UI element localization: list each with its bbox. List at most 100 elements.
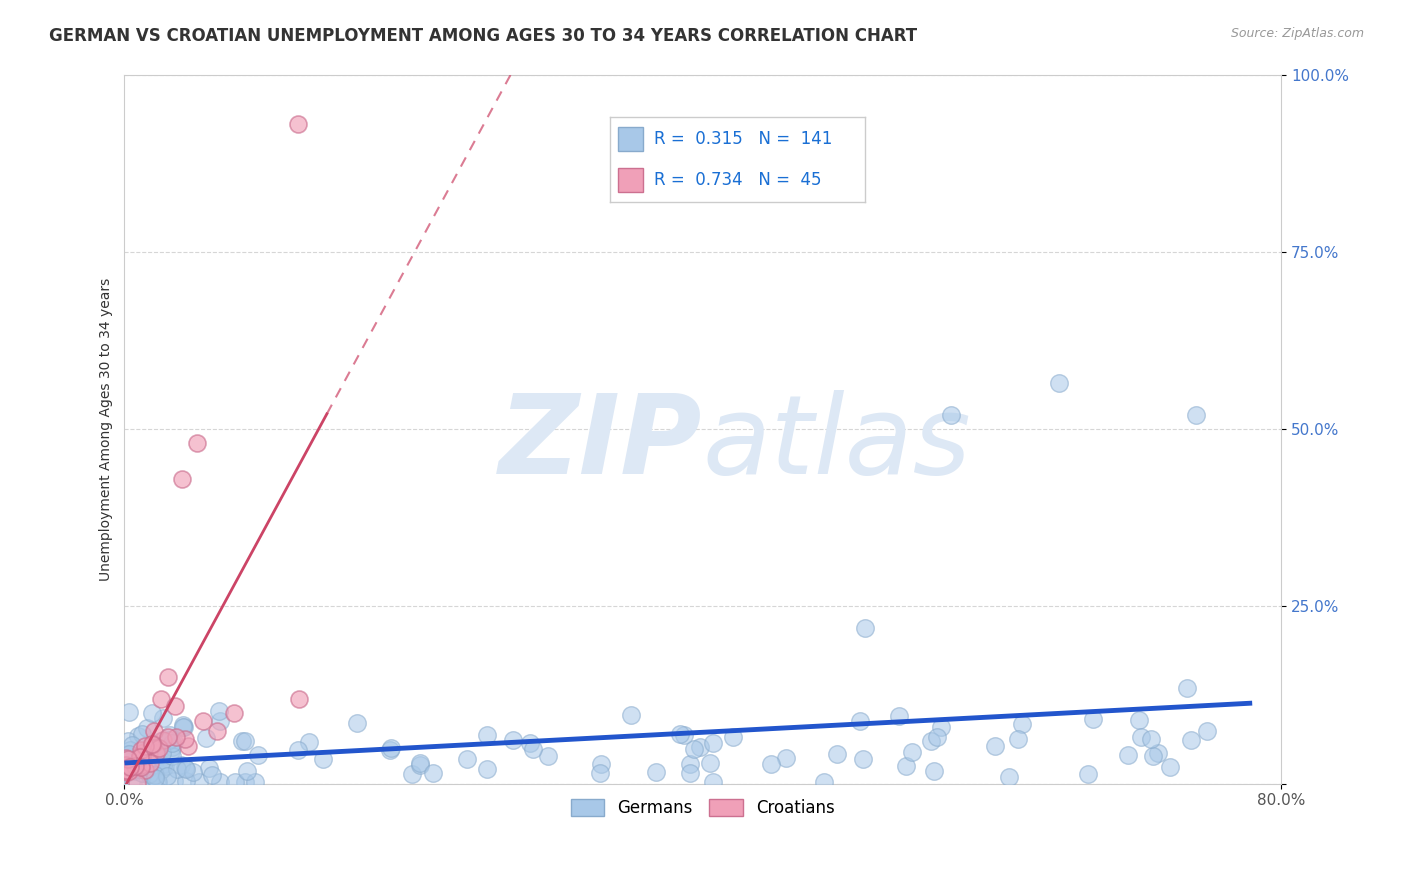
- Point: [117, 752, 139, 766]
- Point: [165, 698, 187, 713]
- Point: [134, 745, 156, 759]
- Point: [887, 709, 910, 723]
- Point: [138, 775, 160, 789]
- Point: [115, 765, 138, 780]
- Point: [118, 747, 141, 761]
- Point: [150, 746, 173, 760]
- Point: [141, 737, 163, 751]
- Point: [477, 728, 499, 742]
- Point: [519, 736, 541, 750]
- Point: [115, 766, 138, 780]
- Point: [1047, 376, 1070, 390]
- Point: [287, 743, 309, 757]
- Point: [187, 775, 209, 789]
- Point: [155, 769, 177, 783]
- Point: [131, 726, 153, 740]
- Point: [127, 775, 149, 789]
- Point: [141, 770, 163, 784]
- Point: [173, 720, 195, 734]
- Point: [128, 749, 150, 764]
- Point: [174, 731, 197, 746]
- Point: [121, 760, 143, 774]
- Point: [115, 759, 138, 773]
- Point: [138, 747, 160, 762]
- Point: [118, 764, 141, 778]
- Point: [121, 738, 143, 752]
- Point: [129, 760, 152, 774]
- Point: [127, 755, 149, 769]
- Point: [224, 775, 246, 789]
- Point: [759, 757, 782, 772]
- Point: [589, 765, 612, 780]
- Point: [174, 773, 197, 788]
- Point: [170, 757, 193, 772]
- Point: [152, 757, 174, 772]
- Point: [165, 730, 187, 744]
- Point: [139, 756, 162, 770]
- Point: [143, 723, 166, 738]
- Point: [143, 761, 166, 775]
- Point: [143, 771, 166, 785]
- Point: [1185, 408, 1208, 422]
- Point: [134, 739, 156, 754]
- Point: [134, 764, 156, 778]
- Point: [775, 750, 797, 764]
- Point: [143, 767, 166, 781]
- Point: [1146, 746, 1168, 760]
- Point: [193, 714, 215, 728]
- Point: [1142, 749, 1164, 764]
- Point: [208, 714, 231, 728]
- Point: [236, 764, 259, 778]
- Point: [848, 714, 870, 728]
- Point: [128, 750, 150, 764]
- Point: [157, 733, 180, 747]
- Point: [925, 730, 948, 744]
- Point: [160, 744, 183, 758]
- Point: [1116, 747, 1139, 762]
- Point: [1077, 767, 1099, 781]
- Point: [522, 742, 544, 756]
- Point: [1140, 731, 1163, 746]
- Point: [120, 759, 142, 773]
- Point: [166, 762, 188, 776]
- Point: [1007, 731, 1029, 746]
- Point: [142, 737, 165, 751]
- Point: [172, 472, 194, 486]
- Point: [998, 770, 1021, 784]
- Point: [931, 719, 953, 733]
- Point: [156, 670, 179, 684]
- Point: [152, 757, 174, 772]
- Point: [287, 691, 309, 706]
- Point: [941, 408, 963, 422]
- Point: [247, 748, 270, 763]
- Point: [146, 775, 169, 789]
- Point: [160, 748, 183, 763]
- Point: [233, 734, 256, 748]
- Point: [209, 775, 232, 789]
- Point: [186, 436, 208, 450]
- Point: [172, 720, 194, 734]
- Y-axis label: Unemployment Among Ages 30 to 34 years: Unemployment Among Ages 30 to 34 years: [100, 277, 114, 581]
- Point: [146, 740, 169, 755]
- Point: [537, 749, 560, 764]
- Point: [145, 746, 167, 760]
- Point: [1130, 730, 1153, 744]
- Point: [152, 711, 174, 725]
- Point: [163, 735, 186, 749]
- Point: [150, 763, 173, 777]
- Point: [163, 773, 186, 788]
- Point: [117, 705, 139, 719]
- Point: [131, 765, 153, 780]
- Point: [177, 739, 200, 754]
- Point: [160, 735, 183, 749]
- Point: [201, 768, 224, 782]
- Point: [156, 731, 179, 745]
- Point: [131, 749, 153, 764]
- Point: [813, 775, 835, 789]
- Point: [409, 756, 432, 770]
- Point: [127, 759, 149, 773]
- Point: [127, 729, 149, 743]
- Point: [1011, 717, 1033, 731]
- Point: [668, 726, 690, 740]
- Point: [120, 743, 142, 757]
